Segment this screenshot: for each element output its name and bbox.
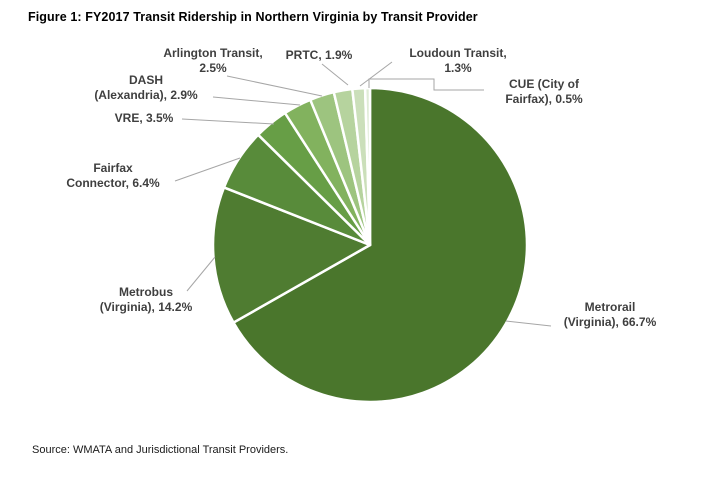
slice-label-7: Loudoun Transit, 1.3% xyxy=(409,46,506,76)
slice-label-line: Metrobus xyxy=(118,285,173,299)
slice-label-line: (Alexandria), 2.9% xyxy=(94,88,198,102)
slice-label-line: CUE (City of xyxy=(509,77,579,91)
pie-slice-0 xyxy=(232,86,529,404)
slice-label-line: Loudoun Transit, xyxy=(409,46,507,60)
leader-line-2 xyxy=(174,157,241,182)
slice-label-line: Metrorail xyxy=(584,300,636,314)
slice-label-2: Fairfax Connector, 6.4% xyxy=(66,161,159,191)
slice-label-line: (Virginia), 66.7% xyxy=(563,315,657,329)
slice-label-0: Metrorail (Virginia), 66.7% xyxy=(564,300,656,330)
leader-line-6 xyxy=(321,63,349,86)
slice-label-line: PRTC, 1.9% xyxy=(285,48,353,62)
leader-line-1 xyxy=(186,256,216,292)
slice-label-line: Fairfax xyxy=(93,161,133,175)
slice-label-1: Metrobus (Virginia), 14.2% xyxy=(100,285,192,315)
pie-slice-8 xyxy=(363,86,372,247)
leader-line-5 xyxy=(226,75,323,97)
slice-label-line: Fairfax), 0.5% xyxy=(505,92,583,106)
leader-line-4 xyxy=(212,96,301,106)
leader-line-7 xyxy=(359,61,393,87)
figure-title: Figure 1: FY2017 Transit Ridership in No… xyxy=(28,10,478,24)
slice-label-line: 2.5% xyxy=(199,61,227,75)
slice-label-line: DASH xyxy=(128,73,163,87)
slice-label-line: VRE, 3.5% xyxy=(114,111,174,125)
slice-label-line: Arlington Transit, xyxy=(163,46,263,60)
pie-slice-1 xyxy=(211,186,372,324)
slice-label-line: (Virginia), 14.2% xyxy=(99,300,193,314)
slice-label-3: VRE, 3.5% xyxy=(115,111,174,126)
slice-label-8: CUE (City of Fairfax), 0.5% xyxy=(505,77,582,107)
source-note: Source: WMATA and Jurisdictional Transit… xyxy=(32,444,289,456)
leader-line-3 xyxy=(181,118,275,125)
slice-label-5: Arlington Transit, 2.5% xyxy=(163,46,262,76)
slice-label-line: 1.3% xyxy=(444,61,472,75)
slice-label-6: PRTC, 1.9% xyxy=(286,48,353,63)
leader-line-0 xyxy=(505,320,552,327)
slice-label-line: Connector, 6.4% xyxy=(66,176,160,190)
leader-line-8 xyxy=(368,78,484,91)
slice-label-4: DASH (Alexandria), 2.9% xyxy=(94,73,197,103)
